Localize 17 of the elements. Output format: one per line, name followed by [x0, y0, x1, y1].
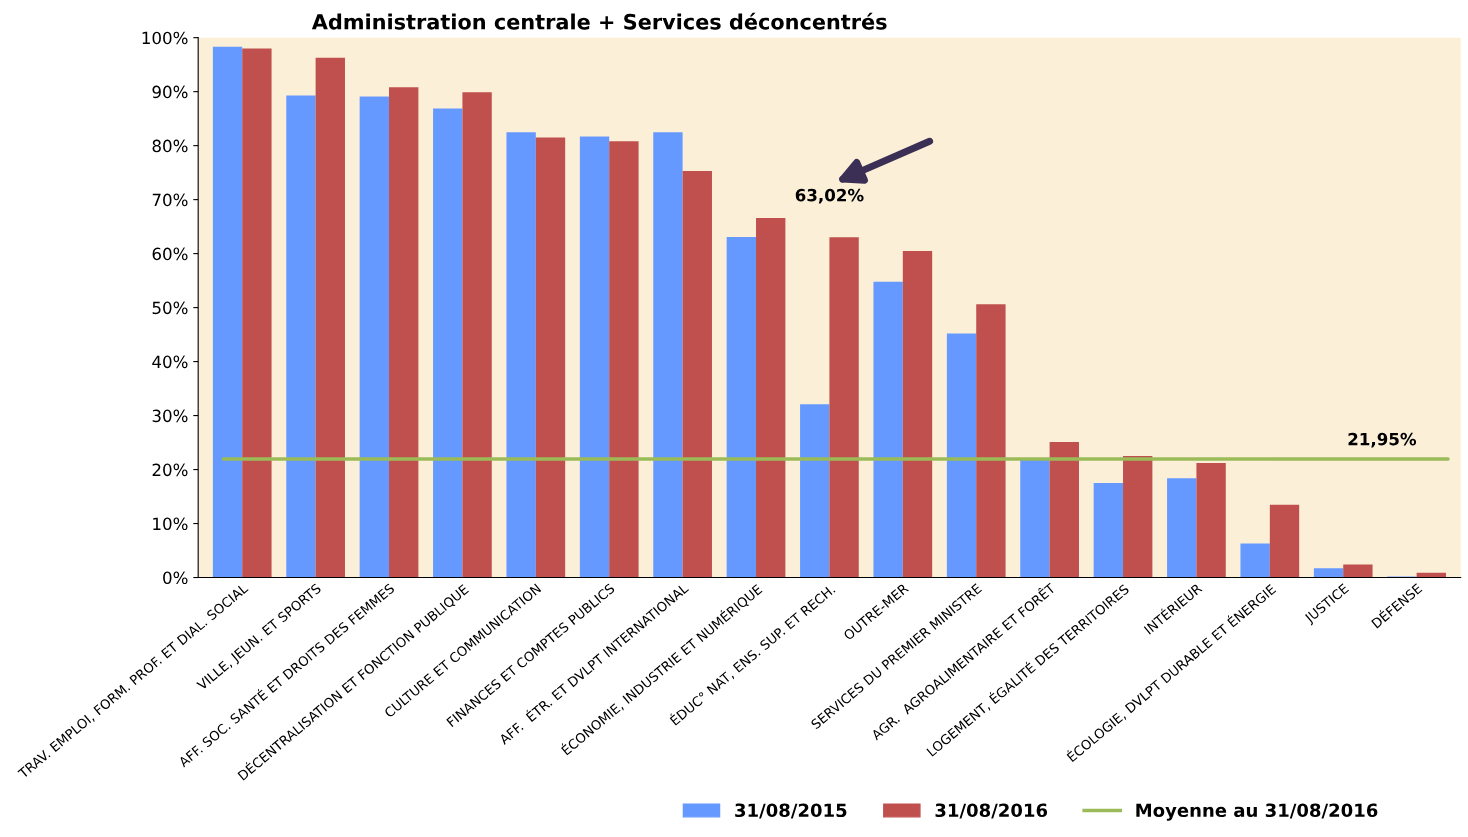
y-tick-label: 60%	[152, 247, 188, 261]
legend-label: 31/08/2016	[935, 803, 1048, 819]
y-tick-label: 90%	[152, 85, 188, 99]
legend-label: 31/08/2015	[735, 803, 847, 819]
y-tick-label: 0%	[163, 571, 188, 585]
y-tick-label: 50%	[152, 301, 188, 315]
annotation: 63,02%	[795, 188, 864, 204]
y-tick-label: 80%	[152, 139, 188, 153]
annotation: 21,95%	[1348, 432, 1417, 448]
y-tick-label: 70%	[152, 193, 188, 207]
y-tick-label: 30%	[152, 409, 188, 423]
chart-title: Administration centrale + Services déconcentrés	[311, 12, 887, 30]
y-tick-label: 20%	[152, 463, 188, 477]
legend-label: Moyenne au 31/08/2016	[1136, 803, 1378, 821]
y-tick-label: 100%	[142, 31, 188, 45]
y-tick-label: 10%	[153, 517, 188, 531]
y-tick-label: 40%	[152, 355, 188, 369]
